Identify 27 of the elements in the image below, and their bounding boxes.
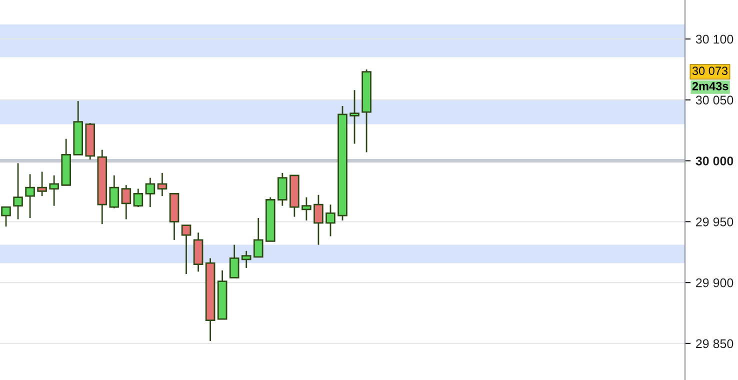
y-tick-label: 30 000 (696, 156, 734, 166)
candlestick (181, 224, 192, 275)
candlestick (314, 194, 324, 246)
y-tick-label: 29 950 (696, 217, 734, 226)
candlestick (278, 172, 288, 207)
candlestick (241, 250, 252, 269)
y-tick-label: 29 900 (696, 278, 734, 288)
y-tick-label: 30 100 (696, 34, 734, 44)
candlestick (350, 89, 360, 144)
candlestick (25, 173, 35, 219)
candlestick (109, 174, 120, 209)
text: 2m43s (692, 82, 728, 90)
candlestick (133, 188, 144, 208)
candlestick (49, 174, 59, 207)
candlestick (326, 204, 336, 237)
candlestick (1, 206, 11, 228)
candlestick (121, 184, 132, 220)
y-tick-label: 30 050 (696, 96, 734, 105)
candlestick (229, 244, 240, 278)
candlestick (157, 172, 168, 197)
candlestick (253, 217, 264, 258)
candlestick (145, 177, 156, 208)
candlestick (302, 196, 312, 222)
text: 30 073 (692, 66, 728, 76)
candlestick (37, 171, 47, 197)
candlestick (13, 162, 23, 220)
y-tick-label: 29 850 (696, 339, 734, 348)
